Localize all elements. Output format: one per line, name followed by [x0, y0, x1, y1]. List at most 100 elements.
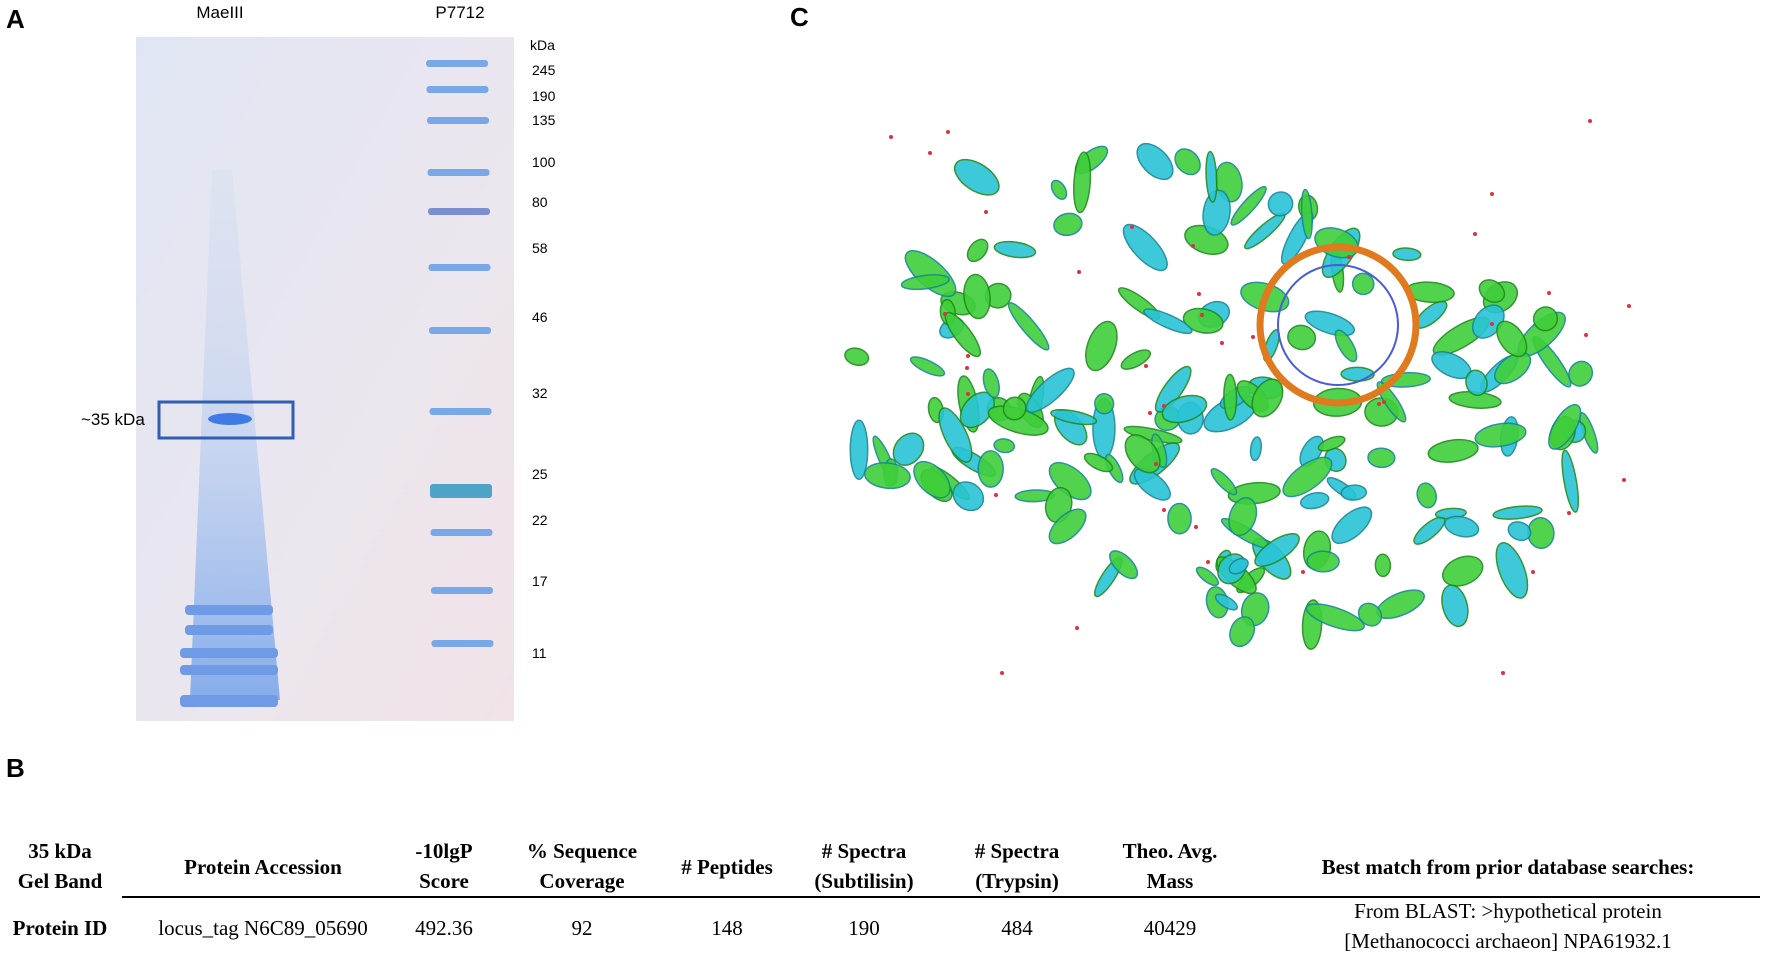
helix — [1174, 148, 1201, 176]
helix — [1050, 408, 1098, 426]
water — [1197, 292, 1201, 296]
marker-label: 245 — [532, 62, 556, 78]
table-cell: From BLAST: >hypothetical protein [Methan… — [1344, 899, 1672, 953]
water — [1162, 508, 1166, 512]
header-line: Coverage — [539, 869, 624, 893]
table-header: Best match from prior database searches: — [1322, 855, 1695, 879]
helix — [1205, 150, 1218, 203]
header-line: Protein Accession — [184, 855, 342, 879]
water — [994, 493, 998, 497]
ladder-band — [428, 264, 491, 271]
helix — [1085, 320, 1118, 372]
protein-structure — [844, 119, 1631, 675]
helix — [1229, 616, 1256, 648]
marker-label: 32 — [532, 385, 548, 401]
helix — [1427, 438, 1479, 463]
marker-label: 22 — [532, 512, 548, 528]
header-line: 35 kDa — [28, 839, 92, 863]
lane-label: MaeIII — [196, 3, 243, 22]
ladder-band — [426, 60, 488, 67]
helix — [1561, 449, 1580, 513]
helix — [1228, 557, 1249, 575]
cell-line: 40429 — [1144, 916, 1197, 940]
table-header: # Peptides — [681, 855, 773, 879]
helix — [1392, 247, 1422, 262]
water — [1382, 400, 1386, 404]
helix — [966, 238, 989, 263]
water — [1473, 232, 1477, 236]
ladder-band — [430, 529, 493, 536]
water — [1347, 255, 1351, 259]
helix — [1050, 179, 1068, 200]
water — [1077, 270, 1081, 274]
water — [928, 151, 932, 155]
cell-line: Protein ID — [13, 916, 108, 940]
helix — [1340, 484, 1368, 501]
cell-line: 484 — [1001, 916, 1033, 940]
dna — [1277, 264, 1399, 386]
helix — [844, 347, 870, 366]
helix — [1367, 447, 1396, 469]
water — [1194, 525, 1198, 529]
helix — [1299, 492, 1330, 510]
helix — [1228, 497, 1258, 537]
water — [1531, 570, 1535, 574]
cell-line: 92 — [572, 916, 593, 940]
ladder-band — [427, 169, 490, 176]
helix — [1161, 394, 1208, 424]
helix — [993, 240, 1037, 259]
helix — [1441, 584, 1469, 628]
helix — [1251, 378, 1284, 418]
helix — [1210, 468, 1238, 496]
water — [1148, 411, 1152, 415]
ladder-band — [431, 587, 493, 594]
header-line: Mass — [1147, 869, 1194, 893]
helix — [1317, 435, 1346, 452]
water — [1251, 335, 1255, 339]
helix — [1495, 542, 1529, 599]
helix — [977, 450, 1004, 488]
water — [965, 366, 969, 370]
water — [1584, 333, 1588, 337]
water — [1075, 626, 1079, 630]
helix — [1202, 189, 1231, 236]
helix — [963, 273, 991, 320]
table-cell: 92 — [572, 916, 593, 940]
gel-smear — [190, 170, 280, 700]
helix — [1465, 369, 1488, 397]
helix — [1007, 302, 1050, 351]
ladder-band — [430, 484, 492, 498]
water — [1567, 511, 1571, 515]
table-header: Theo. Avg. Mass — [1123, 839, 1218, 893]
helix — [1568, 360, 1594, 387]
helix — [1532, 306, 1559, 332]
helix — [1496, 320, 1528, 358]
water — [1490, 322, 1494, 326]
helix — [1374, 553, 1392, 578]
helix — [1351, 272, 1375, 296]
helix — [1136, 142, 1174, 181]
cell-line: 148 — [711, 916, 743, 940]
water — [1200, 313, 1204, 317]
helix — [1442, 555, 1484, 587]
helix — [1287, 324, 1317, 351]
helix — [904, 250, 957, 298]
helix — [1494, 351, 1532, 385]
water — [1547, 291, 1551, 295]
helix — [1048, 508, 1087, 545]
helix — [900, 274, 950, 291]
lane-label: P7712 — [435, 3, 484, 22]
helix — [849, 419, 869, 480]
marker-label: 17 — [532, 573, 548, 589]
cell-line: [Methanococci archaeon] NPA61932.1 — [1344, 929, 1672, 953]
helix — [1300, 188, 1313, 240]
table-cell: 148 — [711, 916, 743, 940]
cell-line: From BLAST: >hypothetical protein — [1354, 899, 1662, 923]
helix — [1182, 307, 1224, 334]
table-cell: locus_tag N6C89_05690 — [158, 916, 367, 940]
marker-label: 190 — [532, 88, 556, 104]
water — [943, 312, 947, 316]
helix — [1492, 505, 1543, 520]
header-line: -10lgP — [415, 839, 472, 863]
water — [1588, 119, 1592, 123]
